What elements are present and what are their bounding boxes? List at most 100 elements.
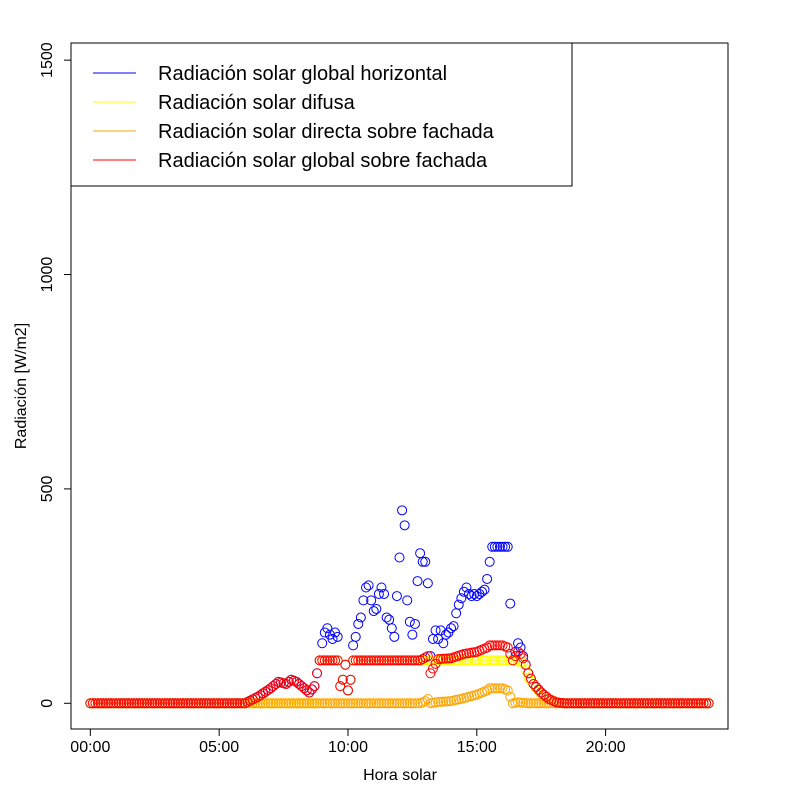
data-point [389,631,400,642]
data-point [695,698,706,709]
data-point [165,698,176,709]
data-point [350,698,361,709]
data-point [649,698,660,709]
data-point [479,655,490,666]
data-point [250,693,261,704]
data-point [379,588,390,599]
data-point [618,698,629,709]
data-point [134,698,145,709]
data-point [417,556,428,567]
data-point [263,698,274,709]
data-point [662,698,673,709]
data-point [309,698,320,709]
data-point [324,698,335,709]
data-point [391,698,402,709]
data-point [397,698,408,709]
data-point [420,652,431,663]
data-point [559,698,570,709]
data-point [561,698,572,709]
data-point [350,631,361,642]
data-point [157,698,168,709]
data-point [407,629,418,640]
data-point [417,653,428,664]
data-point [275,698,286,709]
data-point [229,698,240,709]
data-point [263,684,274,695]
data-point [108,698,119,709]
data-point [500,655,511,666]
data-point [317,698,328,709]
data-point [358,595,369,606]
data-point [399,698,410,709]
x-axis: 00:00 05:00 10:00 15:00 20:00 [70,728,626,756]
data-point [247,698,258,709]
data-point [626,698,637,709]
data-point [384,655,395,666]
data-point [438,653,449,664]
data-point [497,541,508,552]
data-point [358,655,369,666]
data-point [590,698,601,709]
data-point [361,582,372,593]
data-point [582,698,593,709]
data-point [404,655,415,666]
data-point [644,698,655,709]
data-point [340,659,351,670]
data-point [433,654,444,665]
data-point [332,698,343,709]
data-point [309,681,320,692]
data-point [386,698,397,709]
data-point [366,595,377,606]
data-point [667,698,678,709]
data-point [340,698,351,709]
data-point [409,618,420,629]
data-point [185,698,196,709]
data-point [350,655,361,666]
data-point [183,698,194,709]
data-point [489,541,500,552]
data-point [598,698,609,709]
data-point [703,698,714,709]
data-point [136,698,147,709]
data-point [245,695,256,706]
data-point [595,698,606,709]
data-point [301,698,312,709]
data-point [345,674,356,685]
data-point [170,698,181,709]
data-point [152,698,163,709]
data-point [572,698,583,709]
data-point [317,655,328,666]
data-point [286,698,297,709]
data-point [670,698,681,709]
data-point [420,696,431,707]
data-point [363,655,374,666]
data-point [634,698,645,709]
data-point [190,698,201,709]
data-point [317,638,328,649]
data-point [98,698,109,709]
data-point [257,688,268,699]
data-point [484,655,495,666]
data-point [247,694,258,705]
x-axis-title: Hora solar [363,767,437,784]
data-point [613,698,624,709]
data-point [180,698,191,709]
data-point [518,653,529,664]
data-point [283,698,294,709]
data-point [306,684,317,695]
x-tick-label: 10:00 [328,739,368,756]
data-point [330,655,341,666]
data-point [476,586,487,597]
data-point [363,698,374,709]
data-point [698,698,709,709]
data-point [355,698,366,709]
data-point [260,698,271,709]
data-point [659,698,670,709]
data-point [319,698,330,709]
legend-label: Radiación solar global horizontal [158,63,447,85]
data-point [224,698,235,709]
data-point [268,698,279,709]
data-point [482,642,493,653]
data-point [569,698,580,709]
data-point [358,698,369,709]
